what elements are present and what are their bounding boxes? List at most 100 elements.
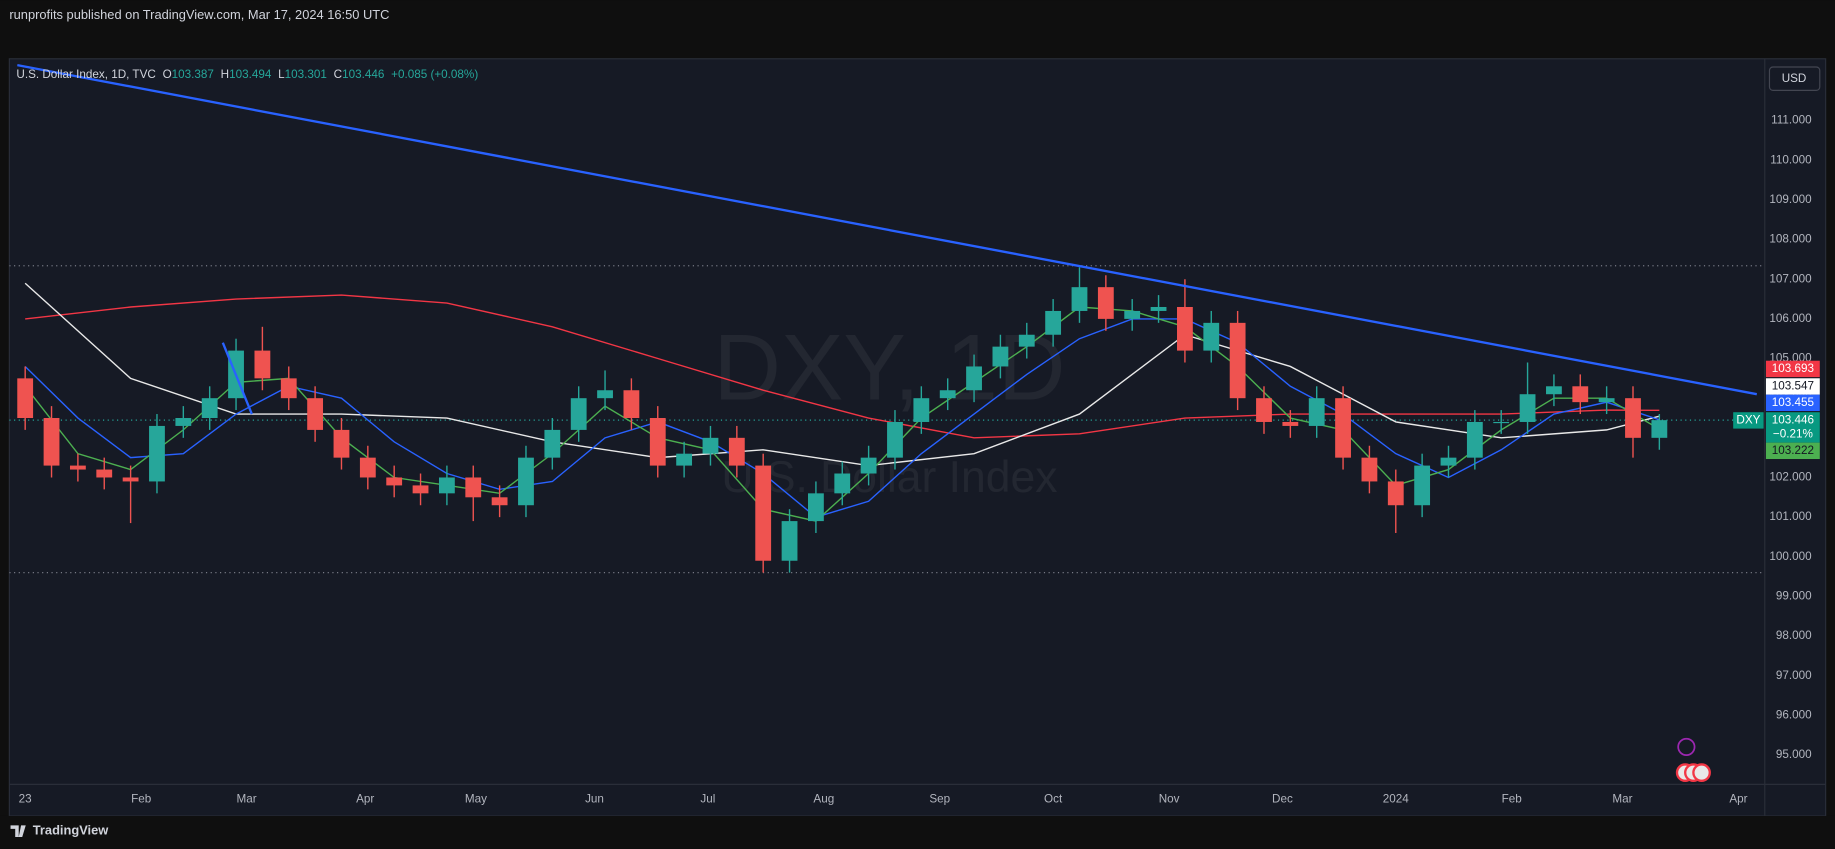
ticker-tag-bg xyxy=(1733,412,1764,429)
ohlc-key: C xyxy=(334,68,342,81)
candle-body xyxy=(175,418,192,426)
y-tick-label: 97.000 xyxy=(1776,669,1812,682)
x-tick-label: Mar xyxy=(237,793,257,806)
candle-body xyxy=(1651,420,1668,438)
candle-body xyxy=(887,421,903,458)
moving-average xyxy=(25,294,1660,439)
candle-body xyxy=(755,465,772,561)
y-tick-label: 107.000 xyxy=(1769,272,1812,285)
candle-body xyxy=(649,418,666,466)
candle-body xyxy=(69,465,86,470)
candle-body xyxy=(1466,421,1483,458)
price-label-blue-bg xyxy=(1765,394,1820,412)
candle-body xyxy=(438,477,455,494)
candle-body xyxy=(1361,457,1378,482)
watermark-name: U.S. Dollar Index xyxy=(721,453,1057,502)
ohlc-value: 103.301 xyxy=(285,68,327,81)
event-icon xyxy=(1677,737,1696,756)
symbol-name: U.S. Dollar Index, 1D, TVC xyxy=(16,68,155,81)
x-tick-label: Aug xyxy=(813,793,834,806)
candle-body xyxy=(1177,306,1193,351)
x-tick-label: 23 xyxy=(19,793,32,806)
trendline xyxy=(221,342,253,415)
ohlc-key: L xyxy=(278,68,285,81)
candle-body xyxy=(96,469,113,478)
x-tick-label: Feb xyxy=(1502,793,1523,806)
price-label-white-bg xyxy=(1765,378,1820,395)
candle-body xyxy=(939,390,956,399)
candle-body xyxy=(43,418,60,466)
candle-body xyxy=(386,477,403,486)
brand-logo xyxy=(10,825,26,838)
y-tick-label: 106.000 xyxy=(1769,312,1812,325)
x-tick-label: Oct xyxy=(1044,793,1063,806)
candle-body xyxy=(254,350,271,379)
x-tick-label: Nov xyxy=(1159,793,1180,806)
candle-body xyxy=(17,378,34,419)
candle-body xyxy=(1387,481,1404,506)
event-icons xyxy=(1675,737,1711,783)
candle-body xyxy=(1256,398,1272,422)
y-tick-label: 102.000 xyxy=(1769,471,1812,484)
candle-body xyxy=(781,521,798,561)
candle-body xyxy=(280,378,297,399)
y-tick-label: 110.000 xyxy=(1770,153,1812,166)
last-price: 103.446 xyxy=(1772,413,1814,426)
x-tick-label: Feb xyxy=(131,793,152,806)
candle-body xyxy=(1071,287,1088,311)
candle-body xyxy=(623,390,640,419)
price-label-red-bg xyxy=(1765,360,1820,378)
flag-icon xyxy=(1692,763,1711,783)
currency-label[interactable]: USD xyxy=(1782,72,1807,85)
x-tick-label: Jul xyxy=(700,793,715,806)
candle-body xyxy=(966,366,982,391)
ticker-tag: DXY xyxy=(1736,413,1760,426)
ohlc-key: H xyxy=(221,68,229,81)
chart-panel xyxy=(8,58,1827,817)
candle-body xyxy=(1414,465,1431,506)
candle-body xyxy=(1229,322,1246,399)
x-tick-label: 2024 xyxy=(1383,793,1410,806)
candle-body xyxy=(1625,398,1641,438)
candle-body xyxy=(333,429,350,458)
y-tick-label: 99.000 xyxy=(1776,590,1812,603)
brand-name: TradingView xyxy=(33,823,110,838)
plot-area xyxy=(9,63,1765,574)
x-tick-label: Dec xyxy=(1272,793,1293,806)
candle-body xyxy=(544,429,561,458)
candle-body xyxy=(122,477,139,482)
change: +0.085 (+0.08%) xyxy=(391,68,478,81)
price-label-green-bg xyxy=(1765,442,1820,460)
candle-body xyxy=(1546,386,1562,395)
candle-body xyxy=(1124,310,1141,319)
candle-body xyxy=(807,493,824,522)
candle-body xyxy=(992,346,1009,367)
candle-body xyxy=(702,437,719,454)
ohlc-key: O xyxy=(163,68,172,81)
candle-body xyxy=(412,485,429,494)
candle-body xyxy=(1018,334,1035,347)
candle-body xyxy=(359,457,376,478)
price-label-red: 103.693 xyxy=(1772,362,1814,375)
currency-button[interactable] xyxy=(1768,66,1821,91)
trendline xyxy=(17,63,1758,396)
candle-body xyxy=(465,477,482,498)
symbol-legend: U.S. Dollar Index, 1D, TVC O103.387 H103… xyxy=(16,68,478,81)
change-pct: −0.21% xyxy=(1773,428,1813,441)
x-tick-label: Jun xyxy=(585,793,604,806)
axes: 95.000 96.000 97.000 98.000 99.000 100.000 101… xyxy=(19,114,1820,806)
y-tick-label: 95.000 xyxy=(1776,748,1812,761)
candle-body xyxy=(728,437,745,466)
ohlc-value: 103.494 xyxy=(229,68,272,81)
candle-body xyxy=(149,425,165,482)
x-tick-label: Apr xyxy=(356,793,374,806)
candle-body xyxy=(834,473,851,494)
candle-body xyxy=(1150,306,1167,311)
candle-body xyxy=(1045,310,1062,335)
y-tick-label: 96.000 xyxy=(1776,708,1812,721)
ohlc-value: 103.387 xyxy=(172,68,214,81)
candle-body xyxy=(1519,394,1536,422)
candle-body xyxy=(1203,322,1220,351)
